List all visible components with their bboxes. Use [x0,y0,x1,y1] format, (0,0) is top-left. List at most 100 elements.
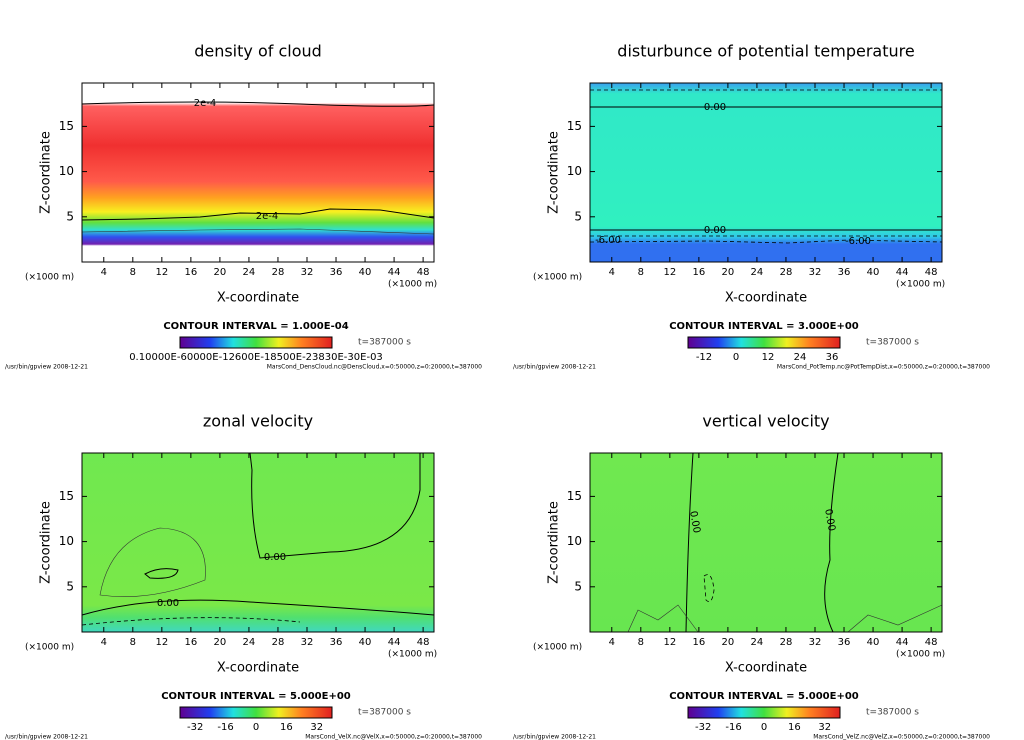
contour-label: -6.00 [845,236,871,247]
panel-title: density of cloud [194,42,322,61]
colorbar [687,336,841,349]
colorbar-tick-label: -32 [187,722,203,733]
y-tick-label: 15 [567,489,582,503]
x-tick-label: 48 [417,637,430,648]
x-tick-label: 20 [722,267,735,278]
contour-label: 0.00 [157,598,179,609]
unit-label: (×1000 m) [896,280,945,290]
contour-line [824,452,839,633]
x-tick-label: 8 [638,637,644,648]
field [82,83,434,262]
contour-line [81,101,435,107]
contour-line [703,574,715,603]
time-label: t=387000 s [358,338,411,348]
contour-line [81,228,435,235]
contour-interval: CONTOUR INTERVAL = 3.000E+00 [669,321,859,332]
colorbar-tick-label: 0 [733,352,739,363]
x-tick-label: 40 [867,267,880,278]
colorbar-tick-label: -16 [217,722,233,733]
x-tick-label: 44 [388,267,401,278]
colorbar [179,706,333,719]
y-tick-label: 10 [567,534,582,548]
field [590,453,942,632]
unit-label: (×1000 m) [388,280,437,290]
contour-label: 2e-4 [256,211,279,222]
panel-title: zonal velocity [203,412,313,431]
x-tick-label: 40 [867,637,880,648]
contour-line [627,604,943,633]
colorbar-tick-label: 0 [761,722,767,733]
colorbar [687,706,841,719]
time-label: t=387000 s [358,708,411,718]
x-tick-label: 4 [101,637,107,648]
colorbar-tick-label: 32 [310,722,323,733]
contour-label: 0.00 [264,552,286,563]
x-tick-label: 48 [925,637,938,648]
x-tick-label: 20 [214,267,227,278]
contour-line [81,208,435,221]
field [82,453,434,632]
y-tick-label: 15 [567,119,582,133]
x-tick-label: 40 [359,637,372,648]
x-tick-label: 24 [243,637,256,648]
footer-left: /usr/bin/gpview 2008-12-21 [513,364,596,371]
panel-title: vertical velocity [702,412,829,431]
y-tick-label: 5 [66,579,74,593]
colorbar-tick-label: -12 [696,352,712,363]
x-axis-label: X-coordinate [725,661,807,676]
plot-frame [589,452,943,633]
unit-label: (×1000 m) [25,273,74,283]
x-tick-label: 24 [751,637,764,648]
colorbar-tick-label: 24 [794,352,807,363]
contour-line [144,568,179,579]
footer-right: MarsCond_VelX.nc@VelX,x=0:50000,z=0:2000… [305,734,482,740]
x-axis-label: X-coordinate [725,291,807,306]
x-tick-label: 12 [155,267,168,278]
colorbar-tick-label: 16 [280,722,293,733]
unit-label: (×1000 m) [25,643,74,653]
x-tick-label: 32 [301,267,314,278]
y-tick-label: 10 [59,534,74,548]
x-tick-label: 36 [838,637,851,648]
x-tick-label: 20 [214,637,227,648]
colorbar-tick-label: -16 [725,722,741,733]
y-tick-label: 15 [59,119,74,133]
footer-left: /usr/bin/gpview 2008-12-21 [5,364,88,371]
x-tick-label: 4 [609,637,615,648]
unit-label: (×1000 m) [533,643,582,653]
footer-right: MarsCond_VelZ.nc@VelZ,x=0:50000,z=0:2000… [813,734,990,740]
y-tick-label: 15 [59,489,74,503]
x-tick-label: 4 [101,267,107,278]
x-tick-label: 16 [692,267,705,278]
colorbar-label: 0.10000E-60000E-12600E-18500E-23830E-30E… [129,352,383,363]
colorbar-tick-label: 36 [826,352,839,363]
x-tick-label: 24 [243,267,256,278]
x-tick-label: 28 [780,637,793,648]
y-tick-label: 5 [66,209,74,223]
x-tick-label: 36 [330,267,343,278]
x-tick-label: 8 [130,267,136,278]
y-axis-label: Z-coordinate [39,501,54,584]
x-tick-label: 32 [809,267,822,278]
contour-line [81,599,435,616]
colorbar-tick-label: 16 [788,722,801,733]
x-tick-label: 12 [663,267,676,278]
contour-label: 0.00 [704,225,726,236]
x-tick-label: 20 [722,637,735,648]
x-tick-label: 36 [330,637,343,648]
plot-frame [589,82,943,263]
x-tick-label: 16 [692,637,705,648]
contour-line [99,527,206,597]
contour-label: 0.00 [704,102,726,113]
x-tick-label: 48 [417,267,430,278]
contour-label: 0.00 [687,510,702,534]
x-tick-label: 12 [155,637,168,648]
x-tick-label: 36 [838,267,851,278]
y-tick-label: 10 [59,164,74,178]
colorbar [179,336,333,349]
x-tick-label: 40 [359,267,372,278]
y-tick-label: 5 [574,579,582,593]
x-tick-label: 8 [638,267,644,278]
